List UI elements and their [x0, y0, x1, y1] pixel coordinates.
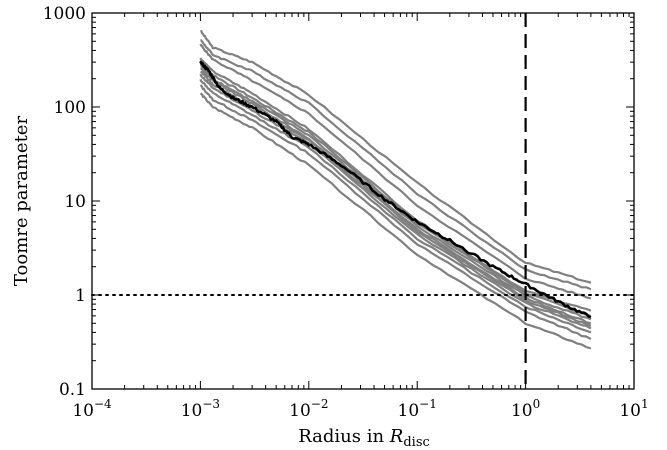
realization-line-7: [200, 67, 592, 325]
realization-line-5: [199, 61, 592, 317]
x-axis-label-symbol: R: [389, 426, 404, 447]
series-layer: [199, 30, 592, 350]
x-axis-label-prefix: Radius in: [298, 426, 390, 447]
x-axis-label-subscript: disc: [403, 435, 429, 450]
x-tick-label-1: 10−3: [181, 397, 220, 421]
x-tick-label-3: 10−1: [398, 397, 437, 421]
x-tick-label-4: 100: [511, 397, 540, 421]
y-tick-label-4: 0.1: [59, 380, 86, 400]
realization-line-1: [200, 30, 592, 284]
median-line: [199, 60, 592, 319]
x-tick-label-base: 10: [398, 401, 420, 421]
x-tick-label-base: 10: [511, 401, 533, 421]
x-tick-label-exponent: −2: [311, 397, 329, 411]
x-tick-label-base: 10: [72, 401, 94, 421]
ticks: [91, 12, 635, 390]
reference-lines: [91, 13, 635, 389]
realization-line-3: [199, 43, 592, 300]
x-tick-label-base: 10: [619, 401, 641, 421]
y-tick-label-2: 10: [64, 192, 86, 212]
x-tick-label-0: 10−4: [72, 397, 112, 421]
x-tick-label-base: 10: [289, 401, 311, 421]
x-tick-label-exponent: −1: [419, 397, 437, 411]
x-tick-label-exponent: −3: [202, 397, 220, 411]
y-tick-label-0: 1000: [43, 4, 86, 24]
x-tick-label-5: 101: [619, 397, 648, 421]
realization-line-8: [200, 70, 592, 327]
y-axis-label: Toomre parameter: [11, 116, 32, 287]
y-tick-label-1: 100: [54, 98, 86, 118]
y-tick-label-3: 1: [75, 286, 86, 306]
x-tick-label-exponent: 1: [641, 397, 649, 411]
realization-line-12: [199, 92, 592, 350]
x-axis-label: Radius in Rdisc: [298, 426, 430, 450]
x-tick-label-base: 10: [181, 401, 203, 421]
x-tick-label-exponent: 0: [533, 397, 541, 411]
x-tick-label-exponent: −4: [94, 397, 112, 411]
x-tick-label-2: 10−2: [289, 397, 328, 421]
